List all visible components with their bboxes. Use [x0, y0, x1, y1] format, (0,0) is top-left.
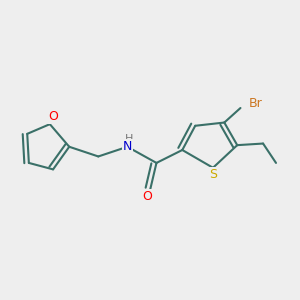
Text: H: H — [125, 134, 133, 144]
Text: O: O — [48, 110, 58, 123]
Text: N: N — [123, 140, 132, 153]
Text: Br: Br — [248, 98, 262, 110]
Text: O: O — [142, 190, 152, 203]
Text: S: S — [209, 168, 217, 181]
